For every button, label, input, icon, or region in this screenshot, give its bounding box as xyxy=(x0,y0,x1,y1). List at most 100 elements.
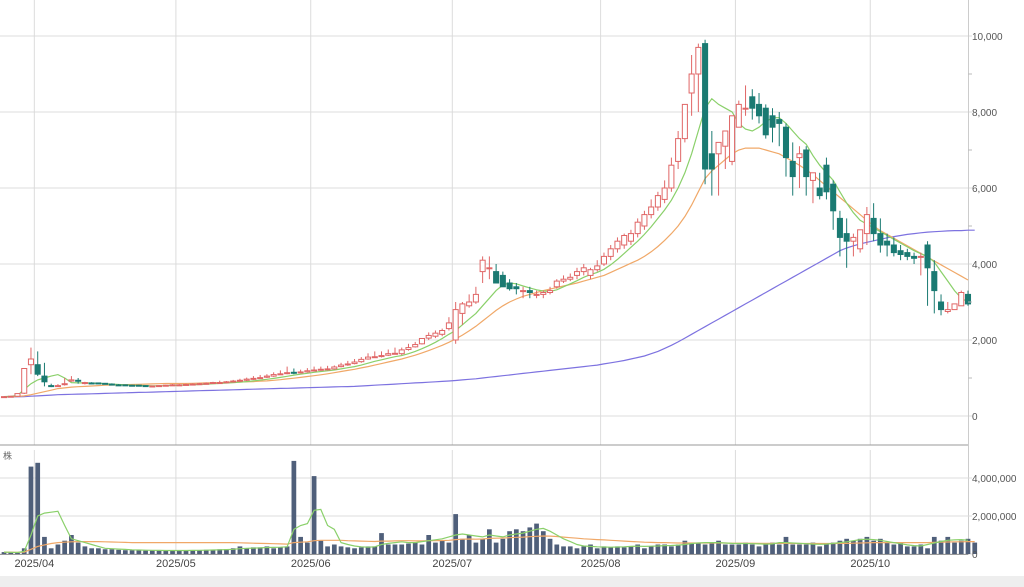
candle-body xyxy=(506,282,513,290)
volume-bar xyxy=(284,546,290,554)
candle-body xyxy=(742,107,749,110)
footer-bar xyxy=(0,576,1024,587)
candle-body xyxy=(735,103,742,128)
candle-body xyxy=(850,236,857,242)
candle-body xyxy=(115,384,122,387)
volume-bar xyxy=(958,540,964,554)
volume-bar xyxy=(507,531,512,554)
candle-body xyxy=(41,375,48,383)
volume-bar xyxy=(817,546,823,554)
volume-bar xyxy=(864,536,870,554)
candle-body xyxy=(95,382,102,385)
volume-bar xyxy=(594,548,600,554)
candle-body xyxy=(418,337,425,345)
volume-bar xyxy=(952,542,957,554)
volume-bar xyxy=(851,540,856,554)
volume-bar xyxy=(149,550,155,554)
date-axis: 2025/04 2025/05 2025/06 2025/07 2025/08 2025/… xyxy=(14,558,890,570)
volume-bar xyxy=(271,548,277,554)
volume-bar xyxy=(965,538,971,554)
candle-body xyxy=(688,73,695,94)
candle-body xyxy=(277,373,284,376)
candle-body xyxy=(81,382,88,385)
candle-body xyxy=(297,371,304,374)
volume-bar xyxy=(230,548,236,554)
volume-bar xyxy=(695,542,701,554)
volume-bar xyxy=(662,544,668,554)
volume-bar xyxy=(500,538,506,554)
volume-bar xyxy=(615,546,620,554)
candle-body xyxy=(398,349,405,355)
candle-body xyxy=(809,172,816,181)
volume-bar xyxy=(55,544,61,554)
candle-body xyxy=(344,363,351,366)
candle-body xyxy=(54,385,61,388)
candle-body xyxy=(243,378,250,381)
candle-body xyxy=(425,334,432,339)
date-tick-label: 2025/08 xyxy=(581,558,621,570)
candle-body xyxy=(102,382,109,385)
candle-body xyxy=(149,385,156,388)
candle-body xyxy=(34,364,41,375)
candle-body xyxy=(762,107,769,136)
volume-bar xyxy=(763,544,769,554)
volume-bar xyxy=(237,546,243,554)
candle-body xyxy=(729,115,736,162)
date-tick-label: 2025/10 xyxy=(850,558,890,570)
candle-body xyxy=(520,290,527,293)
volume-bar xyxy=(918,544,924,554)
price-tick-label: 0 xyxy=(972,412,978,423)
candle-body xyxy=(284,372,291,375)
price-grid xyxy=(0,0,972,555)
volume-bar xyxy=(15,552,20,554)
volume-bar xyxy=(972,542,978,554)
volume-bar xyxy=(419,544,425,554)
volume-bar xyxy=(898,542,903,554)
candle-body xyxy=(331,366,338,370)
volume-bar xyxy=(534,523,539,554)
volume-bar xyxy=(635,544,641,554)
candle-body xyxy=(176,384,183,387)
volume-bar xyxy=(203,549,209,554)
price-tick-label: 4,000 xyxy=(972,260,997,271)
candle-body xyxy=(48,385,55,388)
volume-bar xyxy=(365,546,371,554)
candle-body xyxy=(371,356,378,359)
candle-body xyxy=(88,382,95,385)
volume-bar xyxy=(722,544,728,554)
volume-bar xyxy=(143,550,148,554)
candle-body xyxy=(769,115,776,128)
candlesticks xyxy=(0,39,972,399)
candle-body xyxy=(466,301,473,307)
volume-bar xyxy=(884,542,890,554)
candle-body xyxy=(675,138,682,162)
volume-bar xyxy=(304,542,310,554)
candle-body xyxy=(270,374,277,377)
candle-body xyxy=(917,255,924,258)
volume-bar xyxy=(783,536,789,554)
candle-body xyxy=(162,384,169,387)
volume-bar xyxy=(567,546,573,554)
candle-body xyxy=(857,229,864,250)
volume-bar xyxy=(352,548,357,554)
candle-body xyxy=(338,364,345,368)
volume-bar xyxy=(493,542,499,554)
candle-body xyxy=(627,233,634,242)
ma-long-line xyxy=(3,229,975,398)
volume-bar xyxy=(338,546,344,554)
candle-body xyxy=(573,271,581,276)
volume-bar xyxy=(129,550,135,554)
candle-body xyxy=(681,103,688,140)
candle-body xyxy=(189,383,196,386)
price-axis: 10,000 8,000 6,000 4,000 2,000 0 xyxy=(968,32,1003,423)
volume-bar xyxy=(945,536,951,554)
volume-bar xyxy=(244,548,250,554)
volume-bar xyxy=(433,542,438,554)
volume-bar xyxy=(749,544,755,554)
volume-bar xyxy=(190,550,196,554)
candle-body xyxy=(526,290,533,294)
candle-body xyxy=(75,379,82,382)
volume-bar xyxy=(776,544,782,554)
volume-bar xyxy=(574,548,580,554)
